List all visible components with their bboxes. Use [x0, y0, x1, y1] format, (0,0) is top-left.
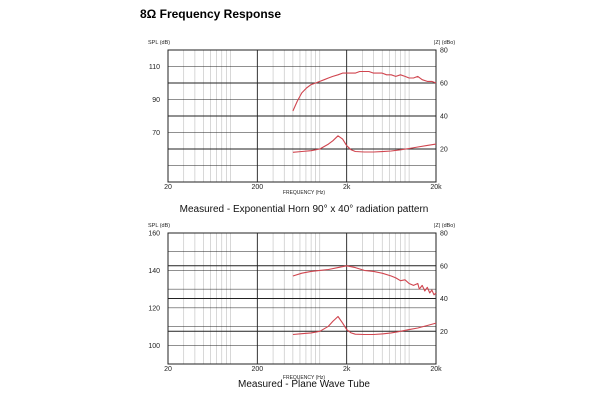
y-tick-label-left: 100	[148, 343, 160, 350]
x-tick-label: 2k	[343, 184, 351, 191]
impedance-curve	[292, 135, 437, 153]
chart-caption: Measured - Exponential Horn 90° x 40° ra…	[180, 204, 429, 215]
y-tick-label-right: 40	[440, 296, 448, 303]
y-tick-label-left: 70	[152, 130, 160, 137]
y-tick-label-right: 40	[440, 114, 448, 121]
x-axis-label: FREQUENCY (Hz)	[283, 375, 325, 381]
y-tick-label-right: 20	[440, 147, 448, 154]
spl-curve	[292, 265, 437, 296]
plot-frame	[167, 232, 437, 365]
plot-frame	[167, 49, 437, 183]
y-tick-label-right: 60	[440, 81, 448, 88]
y-tick-label-left: 110	[149, 64, 160, 71]
page-title: 8Ω Frequency Response	[140, 7, 281, 21]
y-axis-label-right: |Z| (dBo)	[434, 223, 455, 229]
spl-curve	[292, 70, 437, 112]
y-tick-label-right: 20	[440, 329, 448, 336]
y-tick-label-right: 80	[440, 231, 448, 238]
y-tick-label-right: 60	[440, 263, 448, 270]
x-tick-label: 20k	[430, 184, 442, 191]
x-axis-label: FREQUENCY (Hz)	[283, 190, 325, 196]
x-tick-label: 200	[251, 366, 263, 373]
chart-caption: Measured - Plane Wave Tube	[238, 379, 370, 390]
x-tick-label: 200	[251, 184, 263, 191]
impedance-curve	[292, 315, 437, 336]
x-tick-label: 20	[164, 184, 172, 191]
y-tick-label-left: 160	[148, 231, 160, 238]
y-tick-label-left: 90	[152, 97, 160, 104]
y-tick-label-left: 140	[148, 268, 160, 275]
y-axis-label-right: |Z| (dBo)	[434, 40, 455, 46]
y-axis-label-left: SPL (dB)	[148, 40, 170, 46]
y-axis-label-left: SPL (dB)	[148, 223, 170, 229]
x-tick-label: 2k	[343, 366, 351, 373]
x-tick-label: 20k	[430, 366, 442, 373]
x-tick-label: 20	[164, 366, 172, 373]
y-tick-label-left: 120	[148, 305, 160, 312]
y-tick-label-right: 80	[440, 48, 448, 55]
